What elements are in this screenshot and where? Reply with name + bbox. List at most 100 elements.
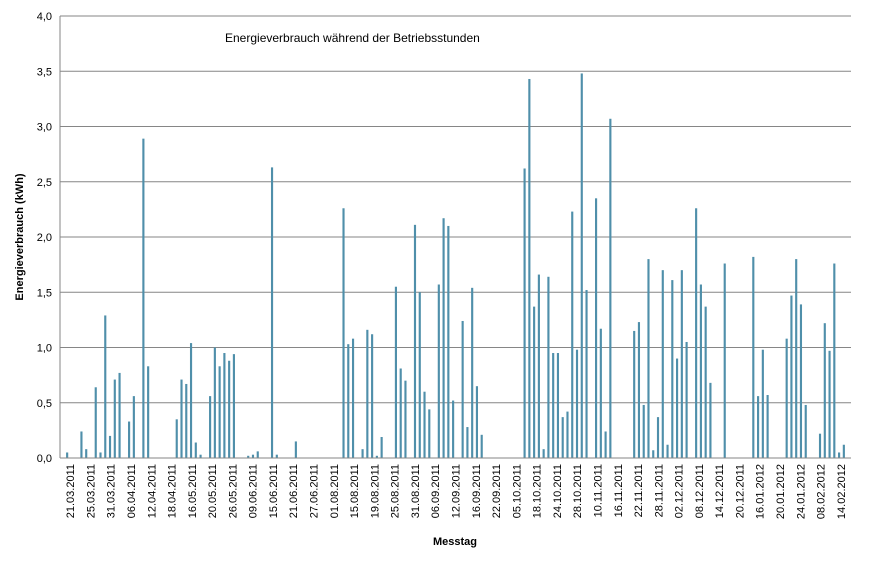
bar [699, 284, 702, 458]
bar [247, 455, 250, 458]
bar [475, 386, 479, 458]
bar [142, 138, 145, 458]
x-tick-label: 26.05.2011 [227, 464, 239, 518]
bar [275, 454, 278, 458]
bar [585, 290, 588, 458]
chart-title: Energieverbrauch während der Betriebsstu… [225, 31, 480, 45]
y-tick-label: 4,0 [37, 11, 52, 23]
x-tick-label: 16.09.2011 [471, 464, 483, 518]
bar [452, 400, 455, 458]
y-tick-label: 3,0 [37, 122, 52, 134]
bar [685, 341, 688, 458]
x-tick-label: 22.11.2011 [633, 464, 645, 517]
bar [371, 334, 374, 458]
x-tick-label: 12.04.2011 [146, 464, 158, 518]
bar [709, 382, 712, 458]
bar [842, 444, 845, 458]
x-tick-label: 22.09.2011 [491, 464, 503, 518]
bar [528, 78, 531, 458]
bar [380, 437, 383, 458]
bar [466, 427, 469, 458]
bar [799, 304, 803, 458]
bar [547, 276, 550, 458]
x-tick-label: 06.04.2011 [126, 464, 138, 518]
bar [218, 366, 221, 458]
x-tick-label: 14.02.2012 [836, 464, 848, 519]
axes [59, 16, 851, 459]
bar [552, 353, 555, 458]
bar [294, 441, 297, 458]
y-axis-title: Energieverbrauch (kWh) [14, 173, 26, 300]
bar [795, 259, 798, 458]
bar [533, 306, 536, 458]
y-tick-label: 2,0 [37, 232, 52, 244]
bar [85, 449, 88, 458]
bar [199, 454, 202, 458]
bar [818, 433, 822, 458]
x-tick-label: 25.08.2011 [390, 464, 402, 518]
bar [633, 330, 636, 458]
bar [413, 224, 417, 458]
bar [428, 409, 431, 458]
bar [471, 287, 474, 458]
bar [609, 118, 612, 459]
bar [752, 256, 755, 458]
bar [575, 349, 579, 458]
x-tick-label: 06.09.2011 [430, 464, 442, 518]
bar [652, 450, 655, 458]
bar [580, 73, 583, 459]
y-tick-label: 3,5 [37, 66, 52, 78]
y-tick-labels: 0,0 0,5 1,0 1,5 2,0 2,5 3,0 3,5 4,0 [37, 11, 52, 465]
bar [80, 431, 83, 458]
bar [194, 442, 197, 458]
x-tick-label: 05.10.2011 [511, 464, 523, 518]
bar [423, 391, 426, 458]
x-tick-label: 12.09.2011 [451, 464, 463, 518]
bar [128, 421, 131, 458]
bar [556, 353, 560, 458]
bar [461, 320, 464, 458]
bar [790, 295, 793, 458]
bar [561, 417, 564, 458]
bar [666, 444, 669, 458]
x-tick-label: 16.11.2011 [613, 464, 625, 517]
bar [642, 404, 645, 458]
bar [213, 347, 216, 458]
x-tick-label: 19.08.2011 [369, 464, 381, 518]
bar [147, 366, 150, 458]
bar [523, 168, 526, 459]
x-tick-label: 15.08.2011 [349, 464, 361, 518]
bar [180, 379, 183, 458]
bar [804, 404, 807, 458]
bar [361, 449, 364, 458]
bar [637, 322, 641, 458]
bar [604, 431, 607, 458]
bar [566, 411, 569, 458]
x-tick-label: 25.03.2011 [85, 464, 97, 518]
x-tick-label: 21.06.2011 [288, 464, 300, 518]
bar [251, 454, 255, 458]
bar [823, 323, 826, 458]
bar [785, 338, 788, 458]
bar [118, 372, 121, 458]
bar [695, 208, 698, 458]
y-tick-label: 1,0 [37, 343, 52, 355]
bar [418, 292, 421, 458]
bar [599, 328, 602, 458]
x-tick-label: 18.10.2011 [532, 464, 544, 518]
bar [833, 263, 836, 458]
x-tick-label: 28.10.2011 [572, 464, 584, 518]
x-tick-label: 09.06.2011 [248, 464, 260, 518]
x-tick-label: 27.06.2011 [309, 464, 321, 518]
bar [399, 368, 402, 458]
bar [676, 358, 679, 458]
bar [447, 225, 450, 458]
bar [351, 338, 355, 458]
bar [542, 449, 545, 458]
gridlines [60, 15, 851, 404]
bar [342, 208, 345, 458]
bar [571, 211, 574, 458]
bar [838, 452, 841, 458]
bar [480, 434, 483, 458]
